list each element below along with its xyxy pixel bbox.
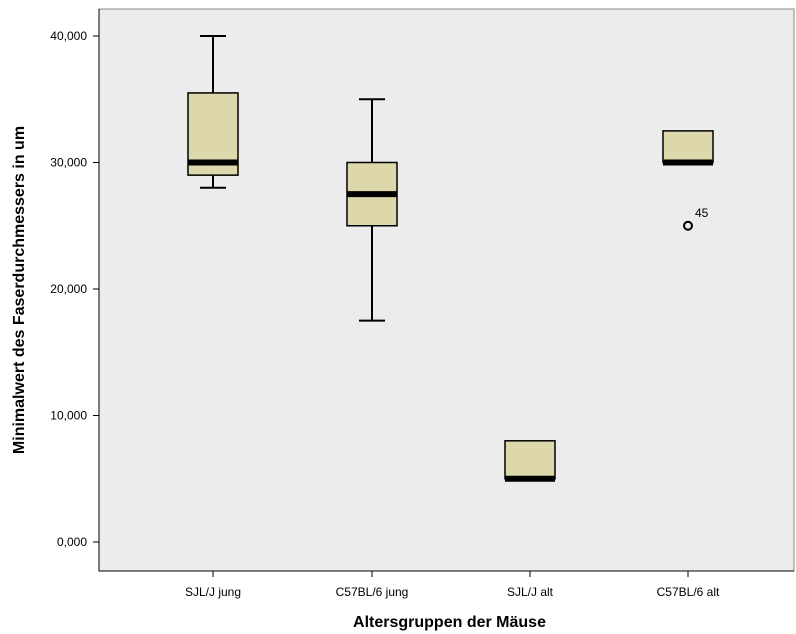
y-axis-title: Minimalwert des Faserdurchmessers in um [11, 126, 28, 454]
box-4: 45 [662, 130, 714, 231]
y-tick-label: 10,000 [50, 409, 87, 423]
x-tick-label: SJL/J alt [507, 585, 554, 599]
y-tick-label: 20,000 [50, 282, 87, 296]
outlier-point [683, 220, 693, 231]
box-2 [346, 98, 398, 322]
y-tick-label: 0,000 [57, 535, 87, 549]
box-iqr [662, 130, 714, 164]
boxes-group: 45 [187, 35, 714, 482]
x-tick-label: C57BL/6 jung [336, 585, 409, 599]
y-axis: 0,000 10,000 20,000 30,000 40,000 [50, 9, 100, 571]
box-1 [187, 35, 239, 189]
x-axis: SJL/J jung C57BL/6 jung SJL/J alt C57BL/6 a… [99, 570, 794, 599]
y-tick-label: 40,000 [50, 29, 87, 43]
x-tick-label: SJL/J jung [185, 585, 241, 599]
x-axis-title: Altersgruppen der Mäuse [353, 614, 546, 631]
y-tick-label: 30,000 [50, 156, 87, 170]
outlier-label: 45 [695, 206, 709, 220]
box-3 [504, 440, 556, 482]
x-tick-label: C57BL/6 alt [657, 585, 720, 599]
box-iqr [504, 440, 556, 480]
